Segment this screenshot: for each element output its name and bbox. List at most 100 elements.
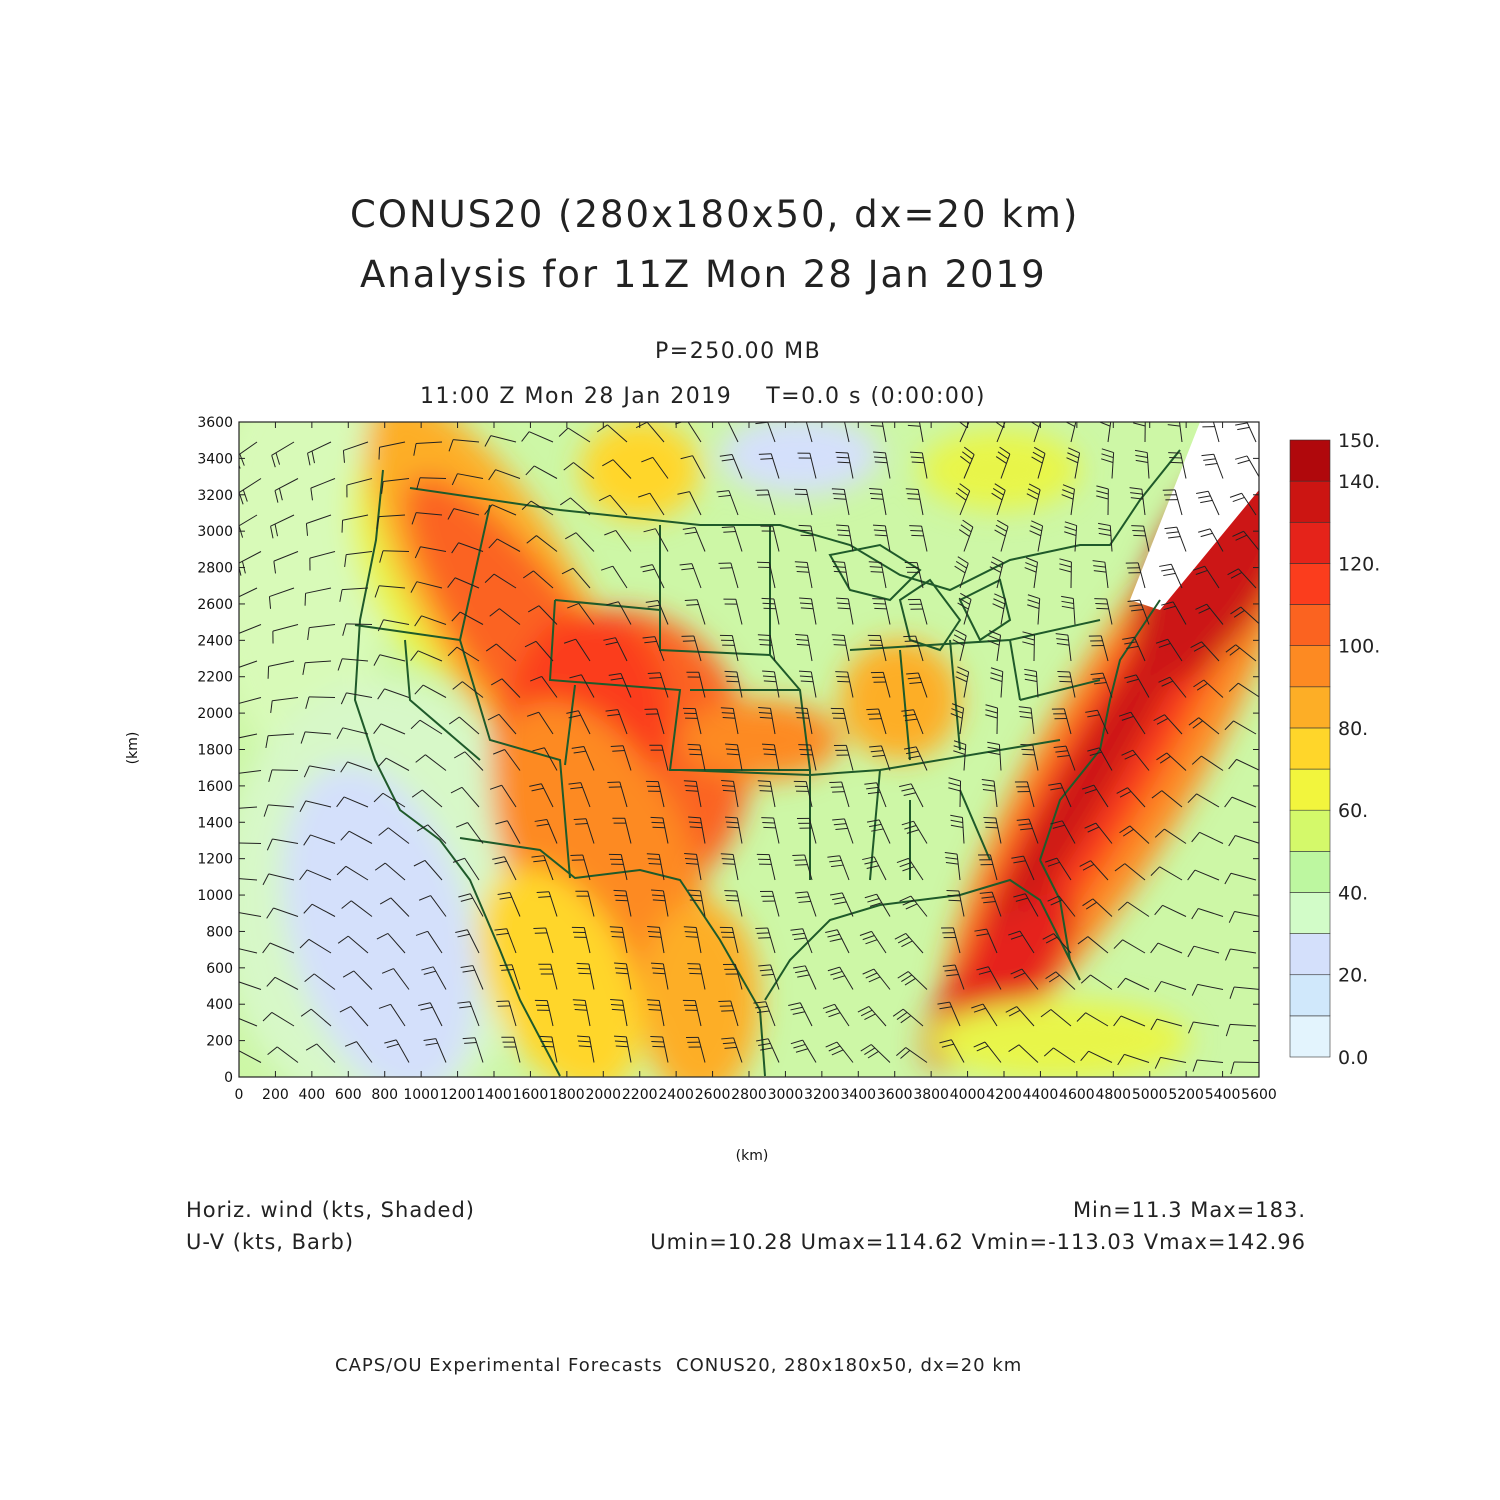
wind-barb: [1230, 1061, 1259, 1075]
wind-barb: [864, 893, 891, 917]
wind-barb: [873, 451, 891, 479]
x-tick: 2200: [622, 422, 658, 1103]
wind-barb: [647, 926, 665, 954]
wind-barb: [1117, 901, 1150, 917]
wind-barb: [377, 757, 410, 771]
wind-barb: [1119, 825, 1150, 844]
wind-barb: [600, 565, 628, 589]
wind-barb: [976, 966, 1002, 990]
wind-speed-shading: [239, 422, 1259, 1077]
colorbar-swatch: [1289, 604, 1331, 646]
y-tick-label: 3000: [197, 524, 233, 540]
x-tick: 2800: [731, 422, 767, 1103]
wind-barb: [1027, 594, 1041, 625]
wind-barb: [566, 710, 591, 735]
wind-barb: [1024, 668, 1039, 698]
barb-field-stats: Umin=10.28 Umax=114.62 Vmin=-113.03 Vmax…: [650, 1230, 1306, 1254]
wind-barb: [724, 670, 743, 698]
wind-barb: [374, 585, 406, 598]
wind-barb: [526, 535, 558, 552]
wind-barb: [1066, 447, 1081, 479]
wind-barb: [830, 892, 854, 917]
wind-barb: [719, 634, 739, 662]
wind-barb: [266, 838, 299, 851]
wind-barb: [762, 670, 780, 698]
wind-barb: [610, 999, 628, 1027]
wind-barb: [487, 713, 517, 735]
wind-barb: [410, 719, 443, 735]
wind-barb: [1080, 974, 1113, 990]
wind-barb: [866, 708, 887, 735]
wind-barb: [651, 889, 669, 917]
wind-barb: [896, 857, 924, 881]
wind-barb: [575, 890, 595, 917]
wind-barb: [494, 928, 517, 954]
wind-barb: [416, 824, 447, 844]
wind-barb: [305, 1043, 336, 1063]
wind-barb: [341, 514, 369, 533]
wind-barb: [604, 529, 632, 552]
wind-barb: [753, 1001, 776, 1027]
wind-barb: [990, 667, 1004, 698]
wind-barb: [831, 634, 850, 662]
wind-barb: [832, 818, 854, 844]
colorbar-label: 40.: [1338, 882, 1368, 904]
wind-barb: [609, 926, 628, 954]
wind-barb: [239, 1018, 258, 1027]
x-tick: 1000: [403, 422, 439, 1103]
wind-barb: [1228, 835, 1259, 847]
y-tick: 200: [206, 1034, 1259, 1050]
wind-barb: [994, 519, 1009, 552]
wind-barb: [305, 696, 336, 709]
wind-barb: [525, 465, 558, 479]
wind-barb: [1124, 674, 1150, 698]
y-tick: 800: [206, 924, 1259, 940]
wind-barb: [460, 965, 484, 990]
wind-barb: [484, 573, 517, 589]
wind-barb: [1094, 598, 1113, 625]
wind-barb: [719, 926, 739, 954]
y-tick-label: 3400: [197, 451, 233, 467]
colorbar-swatch: [1289, 563, 1331, 605]
wind-barb: [1229, 986, 1259, 999]
wind-barb: [833, 744, 854, 771]
x-tick: 5000: [1132, 422, 1168, 1103]
valid-time-label: 11:00 Z Mon 28 Jan 2019 T=0.0 s (0:00:00…: [420, 384, 986, 409]
y-tick-label: 2200: [197, 670, 233, 686]
wind-barb: [381, 968, 410, 990]
x-tick: 3400: [840, 422, 876, 1103]
wind-barb: [904, 561, 924, 589]
figure-title-line1: CONUS20 (280x180x50, dx=20 km): [350, 193, 1080, 236]
wind-barb: [608, 853, 628, 881]
wind-barb: [640, 564, 665, 589]
wind-barb: [302, 660, 332, 675]
wind-barb: [532, 747, 558, 771]
wind-barb: [953, 740, 967, 771]
wind-barb: [792, 854, 813, 881]
wind-barb: [1191, 908, 1224, 920]
wind-barb: [903, 635, 924, 662]
wind-barb: [378, 1003, 406, 1027]
great-lakes: [828, 543, 1012, 652]
x-tick-label: 5400: [1205, 1087, 1241, 1103]
wind-barb: [346, 478, 373, 498]
wind-barb: [906, 672, 928, 698]
wind-barb: [416, 477, 447, 490]
wind-barb: [793, 488, 813, 516]
wind-barb: [682, 707, 702, 735]
x-tick-label: 4000: [950, 1087, 986, 1103]
wind-barb: [687, 743, 706, 771]
wind-barb: [1192, 1059, 1224, 1072]
wind-barb: [646, 999, 665, 1027]
wind-barb: [423, 1038, 447, 1063]
y-tick: 2400: [197, 633, 1259, 649]
wind-barb: [905, 488, 924, 516]
wind-barb: [795, 891, 817, 917]
x-tick: 4200: [986, 422, 1022, 1103]
wind-barb: [457, 1001, 480, 1027]
wind-barb: [239, 587, 258, 598]
credit-line: CAPS/OU Experimental Forecasts CONUS20, …: [335, 1355, 1023, 1376]
wind-barb: [1167, 422, 1183, 443]
colorbar-label: 120.: [1338, 553, 1380, 575]
wind-barb: [340, 830, 373, 844]
